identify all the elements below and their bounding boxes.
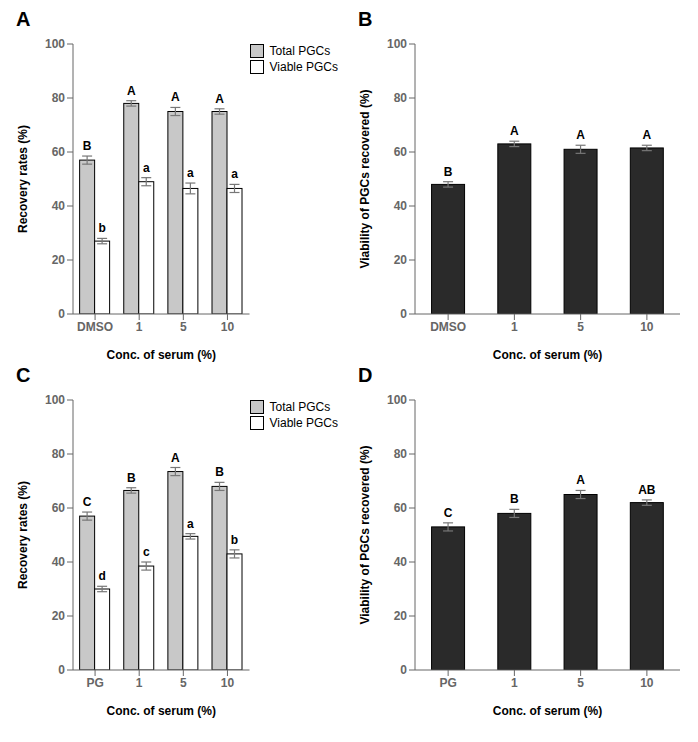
svg-text:Conc. of serum (%): Conc. of serum (%): [493, 348, 602, 362]
html-text:B: B: [358, 8, 373, 30]
svg-text:0: 0: [400, 307, 407, 321]
svg-text:100: 100: [45, 393, 65, 407]
svg-text:PG: PG: [439, 676, 456, 690]
svg-text:c: c: [143, 545, 150, 559]
svg-text:0: 0: [58, 663, 65, 677]
svg-text:1: 1: [136, 676, 143, 690]
svg-text:20: 20: [394, 253, 408, 267]
svg-text:a: a: [187, 517, 194, 531]
svg-text:1: 1: [136, 320, 143, 334]
svg-text:DMSO: DMSO: [77, 320, 113, 334]
svg-text:20: 20: [52, 253, 66, 267]
svg-text:C: C: [444, 506, 453, 520]
svg-text:10: 10: [640, 676, 654, 690]
svg-text:60: 60: [52, 145, 66, 159]
svg-text:10: 10: [221, 320, 235, 334]
svg-text:A: A: [576, 473, 585, 487]
svg-text:a: a: [231, 167, 238, 181]
svg-text:40: 40: [394, 555, 408, 569]
svg-text:B: B: [510, 492, 519, 506]
svg-text:A: A: [127, 84, 136, 98]
svg-text:Recovery rates (%): Recovery rates (%): [16, 481, 30, 589]
svg-text:40: 40: [52, 199, 66, 213]
svg-text:d: d: [98, 569, 105, 583]
svg-text:PG: PG: [86, 676, 103, 690]
svg-text:100: 100: [387, 393, 407, 407]
svg-text:A: A: [171, 451, 180, 465]
svg-text:0: 0: [58, 307, 65, 321]
svg-text:5: 5: [577, 320, 584, 334]
svg-text:80: 80: [394, 91, 408, 105]
svg-text:a: a: [187, 166, 194, 180]
svg-text:80: 80: [394, 447, 408, 461]
html-text:Viable PGCs: Viable PGCs: [269, 60, 338, 74]
svg-text:Recovery rates (%): Recovery rates (%): [16, 125, 30, 233]
svg-text:60: 60: [394, 501, 408, 515]
svg-text:DMSO: DMSO: [430, 320, 466, 334]
svg-text:B: B: [444, 165, 453, 179]
svg-text:C: C: [83, 495, 92, 509]
svg-text:20: 20: [52, 609, 66, 623]
svg-text:A: A: [171, 90, 180, 104]
svg-text:10: 10: [221, 676, 235, 690]
svg-text:b: b: [231, 533, 238, 547]
svg-text:B: B: [215, 465, 224, 479]
svg-text:5: 5: [180, 676, 187, 690]
svg-text:A: A: [215, 92, 224, 106]
svg-text:A: A: [642, 128, 651, 142]
svg-text:Conc. of serum (%): Conc. of serum (%): [107, 348, 216, 362]
svg-text:a: a: [143, 161, 150, 175]
html-text:A: A: [16, 8, 31, 30]
html-text:Viable PGCs: Viable PGCs: [269, 416, 338, 430]
html-text:Total PGCs: Total PGCs: [269, 400, 331, 414]
svg-text:AB: AB: [638, 483, 656, 497]
svg-text:Viability of PGCs recovered (%: Viability of PGCs recovered (%): [358, 445, 372, 624]
svg-text:20: 20: [394, 609, 408, 623]
svg-text:60: 60: [394, 145, 408, 159]
svg-text:Conc. of serum (%): Conc. of serum (%): [493, 704, 602, 718]
svg-text:80: 80: [52, 447, 66, 461]
svg-text:A: A: [576, 128, 585, 142]
html-text:C: C: [16, 364, 31, 386]
svg-text:5: 5: [577, 676, 584, 690]
svg-text:1: 1: [511, 320, 518, 334]
svg-text:100: 100: [45, 37, 65, 51]
svg-text:10: 10: [640, 320, 654, 334]
html-text:D: D: [358, 364, 373, 386]
svg-text:40: 40: [52, 555, 66, 569]
svg-text:60: 60: [52, 501, 66, 515]
svg-text:A: A: [510, 124, 519, 138]
svg-text:b: b: [98, 221, 105, 235]
svg-text:B: B: [83, 139, 92, 153]
svg-text:5: 5: [180, 320, 187, 334]
svg-text:Conc. of serum (%): Conc. of serum (%): [107, 704, 216, 718]
svg-text:40: 40: [394, 199, 408, 213]
svg-text:B: B: [127, 471, 136, 485]
svg-text:0: 0: [400, 663, 407, 677]
html-text:Total PGCs: Total PGCs: [269, 44, 331, 58]
svg-text:100: 100: [387, 37, 407, 51]
svg-text:80: 80: [52, 91, 66, 105]
svg-text:1: 1: [511, 676, 518, 690]
svg-text:Viability of PGCs recovered (%: Viability of PGCs recovered (%): [358, 89, 372, 268]
